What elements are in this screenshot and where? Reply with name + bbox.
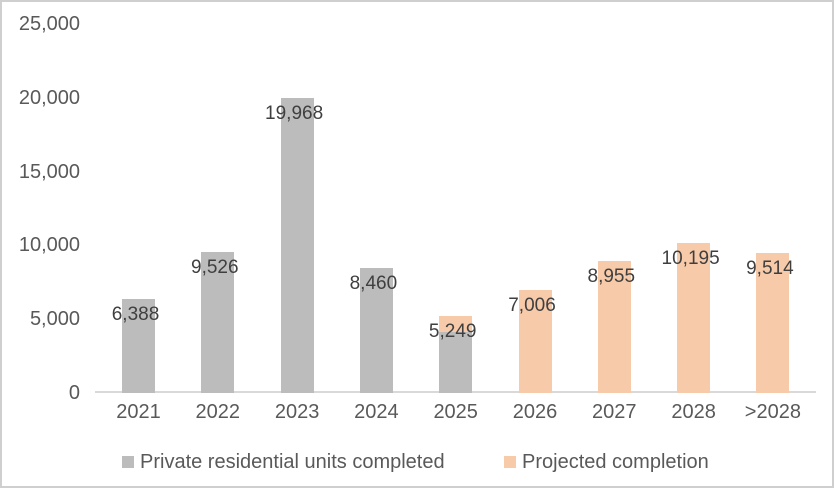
y-axis-tick-label: 20,000: [18, 86, 80, 109]
legend: Private residential units completed Proj…: [2, 450, 832, 474]
x-axis-tick-label-2023: 2023: [274, 401, 320, 423]
bar-segment-completed-2021: [122, 298, 155, 393]
legend-swatch-completed: [122, 456, 134, 468]
bar-value-label-2026: 7,006: [508, 294, 556, 316]
bar-segment-projected-2025: [439, 315, 473, 333]
legend-item-projected: Projected completion: [504, 450, 709, 474]
bar-value-label-2021: 6,388: [111, 303, 160, 325]
bar-value-label-2022: 9,526: [191, 257, 239, 279]
x-axis-tick-label-2022: 2022: [195, 401, 241, 423]
x-axis-tick-label-2027: 2027: [592, 401, 637, 423]
y-axis-tick-label: 10,000: [18, 234, 80, 257]
bar-value-label-2023: 19,968: [265, 103, 324, 125]
bar-value-label-2027: 8,955: [587, 265, 636, 287]
x-axis-tick-label-2026: 2026: [512, 401, 558, 423]
bar-segment-projected-2028: [677, 242, 711, 393]
legend-item-completed: Private residential units completed: [122, 450, 445, 474]
x-axis-tick-label-2025: 2025: [433, 401, 478, 423]
bar-value-label-2024: 8,460: [349, 273, 398, 295]
bar-segment-completed-2024: [359, 268, 393, 393]
legend-swatch-projected: [504, 456, 516, 468]
x-axis-tick-label-2028: 2028: [671, 401, 716, 423]
legend-label-completed: Private residential units completed: [140, 450, 445, 473]
x-axis-tick-label-2024: 2024: [354, 401, 399, 423]
y-axis-tick-label: 5,000: [29, 308, 80, 331]
bar-value-label->2028: 9,514: [746, 257, 794, 279]
legend-label-projected: Projected completion: [522, 450, 709, 473]
bar-value-label-2028: 10,195: [661, 247, 720, 269]
y-axis-tick-label: 0: [68, 382, 80, 404]
bar-segment-projected-2027: [597, 260, 631, 393]
y-axis-tick-label: 25,000: [18, 13, 80, 35]
bar-segment-completed-2022: [201, 252, 235, 393]
x-axis-tick-label->2028: >2028: [744, 401, 801, 423]
bar-segment-completed-2025: [439, 332, 473, 393]
bar-segment-projected->2028: [756, 252, 790, 393]
y-axis-tick-label: 15,000: [18, 160, 80, 183]
x-axis-tick-label-2021: 2021: [116, 401, 161, 423]
bar-segment-projected-2026: [518, 289, 552, 393]
bar-value-label-2025: 5,249: [428, 320, 477, 342]
bar-segment-completed-2023: [280, 98, 314, 393]
